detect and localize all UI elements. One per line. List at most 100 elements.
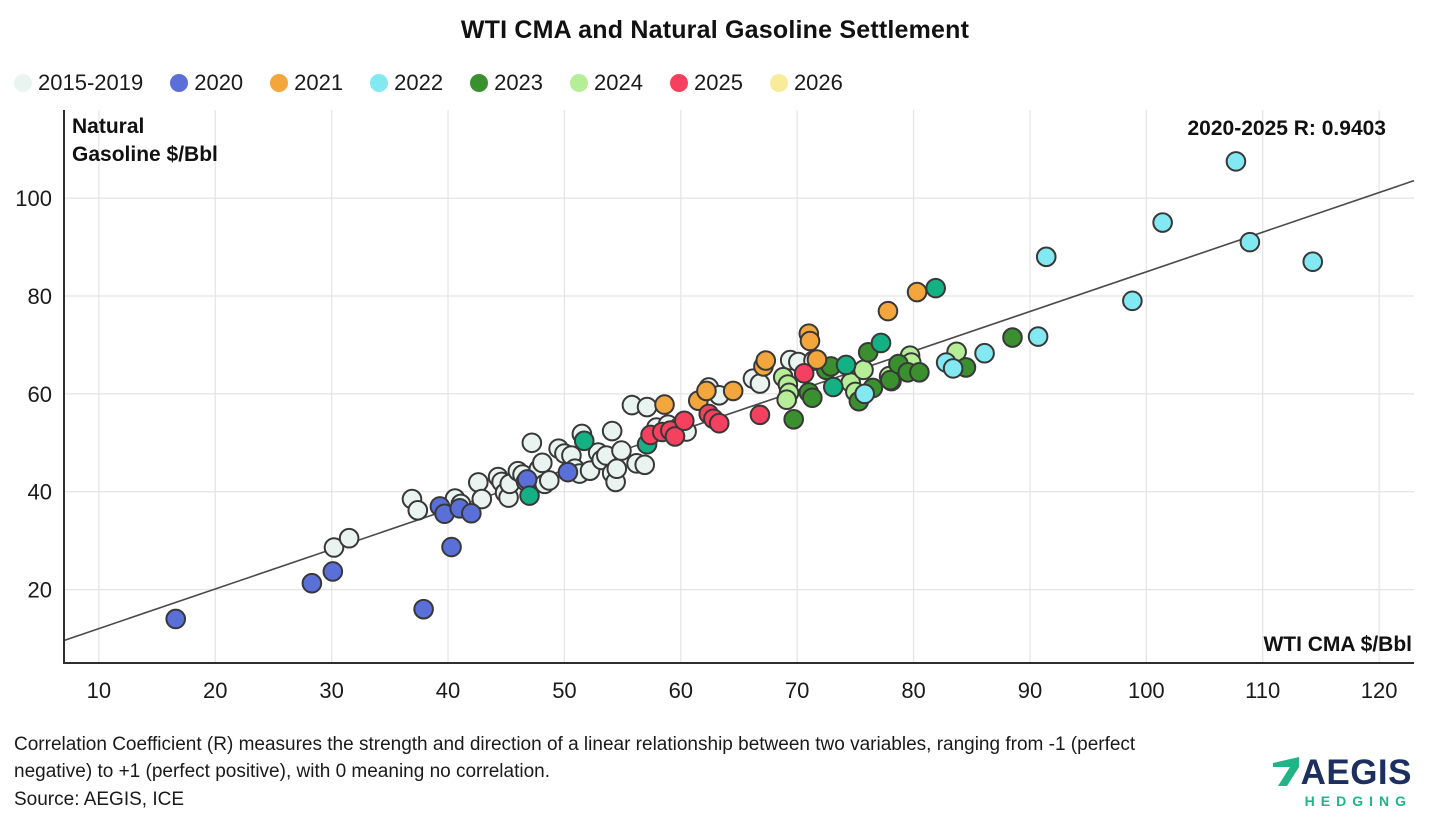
x-tick-label: 110 bbox=[1245, 678, 1280, 703]
scatter-point-2015-2019 bbox=[636, 396, 658, 418]
scatter-point-2015-2019 bbox=[471, 488, 493, 510]
legend-item-2025: 2025 bbox=[669, 70, 743, 96]
scatter-point-2023 bbox=[783, 408, 804, 430]
logo-tagline: HEDGING bbox=[1304, 793, 1412, 809]
legend-dot-icon bbox=[669, 74, 688, 92]
scatter-point-2021 bbox=[799, 330, 821, 352]
legend-dot-icon bbox=[14, 74, 32, 92]
legend-item-2015-2019: 2015-2019 bbox=[14, 70, 143, 96]
scatter-point-2020 bbox=[441, 536, 462, 558]
logo-name: AEGIS bbox=[1300, 753, 1412, 792]
x-tick-label: 80 bbox=[901, 678, 925, 703]
legend-label: 2021 bbox=[294, 70, 344, 95]
legend-item-2026: 2026 bbox=[769, 70, 843, 96]
y-axis-title: Natural bbox=[72, 115, 144, 138]
legend-label: 2020 bbox=[194, 70, 244, 95]
scatter-point-2021 bbox=[806, 349, 828, 370]
y-axis-title: Gasoline $/Bbl bbox=[72, 143, 218, 166]
scatter-point-2021 bbox=[877, 300, 899, 322]
x-tick-label: 70 bbox=[785, 678, 809, 703]
y-tick-label: 80 bbox=[28, 284, 52, 309]
x-tick-label: 10 bbox=[87, 678, 111, 703]
legend-label: 2022 bbox=[394, 70, 444, 95]
chart-area: 10 20 30 40 50 60 70 80 90 100 110 120 20 40 60 80 100 Na… bbox=[0, 105, 1430, 713]
legend-item-2023: 2023 bbox=[470, 70, 543, 96]
scatter-point-2023 bbox=[573, 430, 595, 452]
scatter-point-2020 bbox=[165, 608, 187, 630]
chart-title: WTI CMA and Natural Gasoline Settlement bbox=[460, 16, 970, 44]
scatter-point-2021 bbox=[654, 394, 675, 415]
scatter-point-2015-2019 bbox=[521, 432, 543, 454]
scatter-point-2015-2019 bbox=[601, 420, 623, 442]
scatter-point-2022 bbox=[1035, 246, 1057, 268]
scatter-point-2020 bbox=[413, 598, 434, 620]
y-tick-label: 60 bbox=[28, 382, 52, 407]
scatter-point-2025 bbox=[664, 426, 686, 447]
legend-item-2024: 2024 bbox=[570, 70, 643, 96]
scatter-point-2023 bbox=[925, 277, 946, 299]
scatter-point-2022 bbox=[974, 342, 995, 364]
x-tick-label: 100 bbox=[1128, 678, 1165, 703]
correlation-note: Correlation Coefficient (R) measures the… bbox=[14, 734, 1136, 782]
scatter-point-2023 bbox=[835, 354, 857, 376]
scatter-point-2015-2019 bbox=[323, 537, 345, 558]
scatter-point-2021 bbox=[722, 380, 744, 402]
legend-label: 2026 bbox=[793, 70, 843, 95]
y-tick-label: 100 bbox=[15, 186, 52, 211]
x-axis-title: WTI CMA $/Bbl bbox=[1263, 633, 1412, 656]
legend-dot-icon bbox=[470, 74, 489, 92]
scatter-point-2022 bbox=[1152, 212, 1173, 233]
x-tick-label: 60 bbox=[669, 678, 693, 703]
scatter-point-2023 bbox=[870, 332, 892, 354]
scatter-point-2015-2019 bbox=[338, 527, 360, 549]
scatter-point-2015-2019 bbox=[407, 500, 429, 521]
scatter-point-2023 bbox=[802, 387, 823, 409]
source-text: Source: AEGIS, ICE bbox=[14, 789, 185, 810]
scatter-point-2015-2019 bbox=[539, 470, 560, 491]
scatter-point-2022 bbox=[1122, 290, 1143, 312]
scatter-point-2015-2019 bbox=[468, 472, 489, 493]
scatter-point-2022 bbox=[1239, 231, 1261, 253]
y-tick-label: 40 bbox=[28, 480, 52, 505]
scatter-point-2025 bbox=[708, 412, 730, 434]
scatter-point-2024 bbox=[776, 389, 798, 411]
scatter-point-2015-2019 bbox=[749, 373, 771, 394]
scatter-point-2022 bbox=[854, 383, 875, 405]
scatter-point-2021 bbox=[755, 350, 777, 371]
legend: 2015-2019 2020 2021 2022 2023 2024 2025 2026 bbox=[14, 70, 843, 96]
scatter-point-2015-2019 bbox=[611, 440, 632, 461]
x-tick-label: 40 bbox=[436, 678, 460, 703]
scatter-point-2023 bbox=[909, 362, 930, 383]
legend-dot-icon bbox=[170, 74, 189, 92]
legend-label: 2024 bbox=[594, 70, 643, 95]
correlation-annotation: 2020-2025 R: 0.9403 bbox=[1188, 117, 1387, 140]
legend-label: 2023 bbox=[494, 70, 544, 95]
legend-dot-icon bbox=[370, 74, 389, 92]
scatter-chart: 10 20 30 40 50 60 70 80 90 100 110 120 20 40 60 80 100 Na… bbox=[15, 110, 1415, 703]
scatter-point-2023 bbox=[879, 369, 901, 391]
scatter-point-2021 bbox=[906, 281, 928, 303]
x-tick-label: 30 bbox=[319, 678, 343, 703]
scatter-point-2015-2019 bbox=[606, 458, 628, 480]
scatter-point-2020 bbox=[301, 572, 323, 594]
aegis-logo: AEGIS HEDGING bbox=[1252, 753, 1412, 809]
legend-dot-icon bbox=[270, 74, 289, 92]
legend-item-2022: 2022 bbox=[370, 70, 443, 96]
scatter-point-2025 bbox=[749, 404, 771, 426]
legend-label: 2015-2019 bbox=[38, 70, 144, 95]
scatter-point-2015-2019 bbox=[634, 454, 656, 476]
scatter-point-2021 bbox=[696, 380, 717, 402]
x-tick-label: 120 bbox=[1361, 678, 1398, 703]
scatter-point-2022 bbox=[1225, 151, 1247, 172]
scatter-point-2023 bbox=[1002, 327, 1023, 348]
scatter-point-2025 bbox=[674, 410, 695, 432]
scatter-point-2022 bbox=[1302, 251, 1324, 273]
y-tick-label: 20 bbox=[28, 578, 52, 603]
legend-dot-icon bbox=[769, 74, 788, 92]
scatter-point-2022 bbox=[1027, 326, 1049, 347]
trend-line bbox=[63, 179, 1415, 642]
legend-item-2021: 2021 bbox=[270, 70, 343, 96]
legend-label: 2025 bbox=[693, 70, 743, 95]
scatter-point-2024 bbox=[853, 359, 874, 381]
